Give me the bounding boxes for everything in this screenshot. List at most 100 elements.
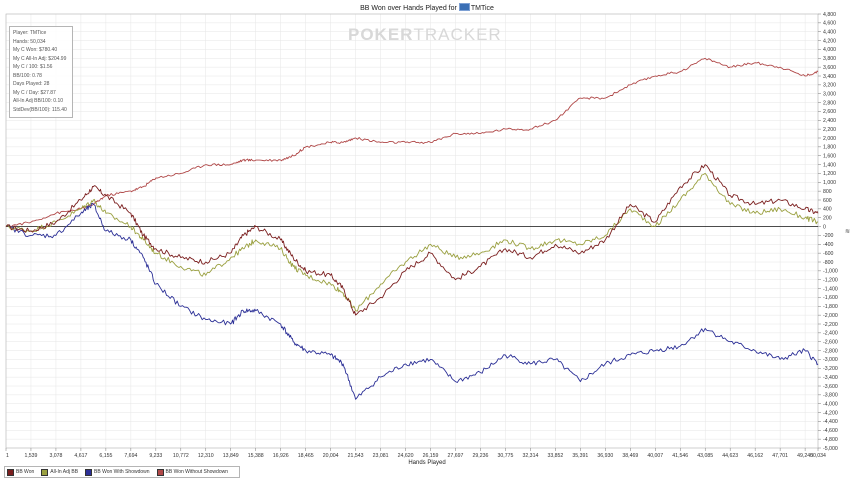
y-tick-label: 1,200: [823, 171, 836, 177]
chart-title-player: TMTice: [470, 5, 494, 12]
x-tick-label: 44,623: [722, 453, 738, 459]
x-tick-label: 43,085: [697, 453, 713, 459]
y-tick-label: 1,400: [823, 162, 836, 168]
legend-item-with-showdown[interactable]: BB Won With Showdown: [85, 468, 150, 476]
x-tick-label: 36,930: [597, 453, 613, 459]
legend-item-bb-won[interactable]: BB Won: [7, 468, 35, 476]
watermark-text-bold: POKER: [348, 25, 414, 44]
stat-line: StdDev(BB/100): 115.40: [13, 106, 67, 113]
x-tick-label: 41,546: [672, 453, 688, 459]
x-tick-label: 20,004: [323, 453, 339, 459]
stats-box: Player: TMTice Hands: 50,034 My C Won: $…: [9, 26, 73, 118]
legend-swatch: [85, 468, 93, 476]
x-tick-label: 7,694: [124, 453, 137, 459]
plot-frame: [5, 13, 819, 449]
x-tick-label: 30,775: [498, 453, 514, 459]
legend-label: All-In Adj BB: [50, 469, 79, 475]
stat-line: My C All-In Adj: $204.99: [13, 55, 67, 62]
y-tick-label: -3,200: [823, 366, 838, 372]
legend-label: BB Won Without Showdown: [165, 469, 228, 475]
y-tick-label: -1,400: [823, 286, 838, 292]
y-tick-label: 2,200: [823, 127, 836, 133]
legend-label: BB Won With Showdown: [94, 469, 150, 475]
y-tick-label: -4,400: [823, 419, 838, 425]
x-tick-label: 29,236: [473, 453, 489, 459]
x-tick-label: 23,081: [373, 453, 389, 459]
stat-line: All-In Adj BB/100: 0.10: [13, 98, 64, 104]
legend: BB Won All-In Adj BB BB Won With Showdow…: [4, 466, 240, 478]
stat-line: My C / Day: $27.87: [13, 89, 56, 96]
x-tick-label: 50,034: [810, 453, 826, 459]
x-tick-label: 38,469: [622, 453, 638, 459]
x-tick-label: 46,162: [747, 453, 763, 459]
y-tick-label: 2,400: [823, 118, 836, 124]
y-tick-label: 400: [823, 207, 832, 213]
y-tick-label: -2,400: [823, 331, 838, 337]
legend-swatch: [7, 468, 14, 476]
legend-label: BB Won: [16, 469, 35, 475]
y-tick-label: -1,800: [823, 304, 838, 310]
flag-icon: [458, 3, 470, 11]
y-tick-label: -1,600: [823, 295, 838, 301]
y-tick-label: -5,000: [823, 446, 838, 452]
series-line-bb-won-without-showdown: [5, 57, 819, 228]
legend-swatch: [156, 468, 164, 476]
pokertracker-watermark: POKERTRACKER: [348, 25, 502, 45]
y-tick-label: 800: [823, 189, 832, 195]
y-tick-label: -400: [823, 242, 833, 248]
x-axis: 1 1,539 3,078 4,617 6,155 7,694 9,233 10,772 12,…: [5, 448, 826, 459]
x-tick-label: 16,926: [273, 453, 289, 459]
x-tick-label: 3,078: [49, 453, 62, 459]
series-line-bb-won: [5, 164, 819, 316]
stat-line: BB/100: 0.78: [13, 72, 42, 79]
x-tick-label: 21,543: [348, 453, 364, 459]
y-tick-label: 3,200: [823, 83, 836, 89]
y-tick-label: -3,000: [823, 357, 838, 363]
watermark-text-light: TRACKER: [413, 25, 502, 44]
y-tick-label: -4,600: [823, 428, 838, 434]
x-tick-label: 32,314: [522, 453, 538, 459]
y-tick-label: 4,600: [823, 21, 836, 27]
y-tick-label: -200: [823, 233, 833, 239]
legend-item-without-showdown[interactable]: BB Won Without Showdown: [156, 468, 228, 476]
x-tick-label: 1: [6, 453, 9, 459]
y-tick-label: 1,800: [823, 145, 836, 151]
y-tick-label: 2,800: [823, 100, 836, 106]
x-tick-label: 13,849: [223, 453, 239, 459]
x-tick-label: 33,852: [547, 453, 563, 459]
chart-title: BB Won over Hands Played for TMTice: [0, 3, 854, 12]
stat-line: My C / 100: $1.56: [13, 64, 53, 70]
y-axis: 4,800 4,600 4,400 4,200 4,000 3,800 3,600 3,400…: [818, 12, 838, 452]
y-tick-label: 600: [823, 198, 832, 204]
y-tick-label: 0: [823, 224, 826, 230]
y-tick-label: 2,600: [823, 109, 836, 115]
y-tick-label: 4,200: [823, 38, 836, 44]
y-tick-label: -2,600: [823, 340, 838, 346]
y-tick-label: -1,000: [823, 269, 838, 275]
legend-item-all-in-adj[interactable]: All-In Adj BB: [41, 468, 79, 476]
y-axis-glyph: ≋: [845, 229, 850, 235]
y-tick-label: -2,200: [823, 322, 838, 328]
y-tick-label: 3,000: [823, 92, 836, 98]
chart-title-text: BB Won over Hands Played for: [360, 5, 457, 12]
y-tick-label: 1,600: [823, 154, 836, 160]
y-tick-label: 3,400: [823, 74, 836, 80]
grid: [5, 13, 819, 449]
y-tick-label: 200: [823, 216, 832, 222]
y-tick-label: 4,800: [823, 12, 836, 18]
y-tick-label: -3,400: [823, 375, 838, 381]
series-lines: [5, 57, 819, 400]
x-tick-label: 4,617: [74, 453, 87, 459]
stat-line: Hands: 50,034: [13, 38, 46, 45]
x-tick-label: 9,233: [149, 453, 162, 459]
y-tick-label: -4,200: [823, 410, 838, 416]
x-tick-label: 35,391: [572, 453, 588, 459]
y-tick-label: 4,000: [823, 47, 836, 53]
y-tick-label: -2,800: [823, 348, 838, 354]
x-tick-label: 40,007: [647, 453, 663, 459]
x-axis-label: Hands Played: [408, 460, 446, 466]
y-tick-label: -800: [823, 260, 833, 266]
x-tick-label: 10,772: [173, 453, 189, 459]
x-tick-label: 15,388: [248, 453, 264, 459]
